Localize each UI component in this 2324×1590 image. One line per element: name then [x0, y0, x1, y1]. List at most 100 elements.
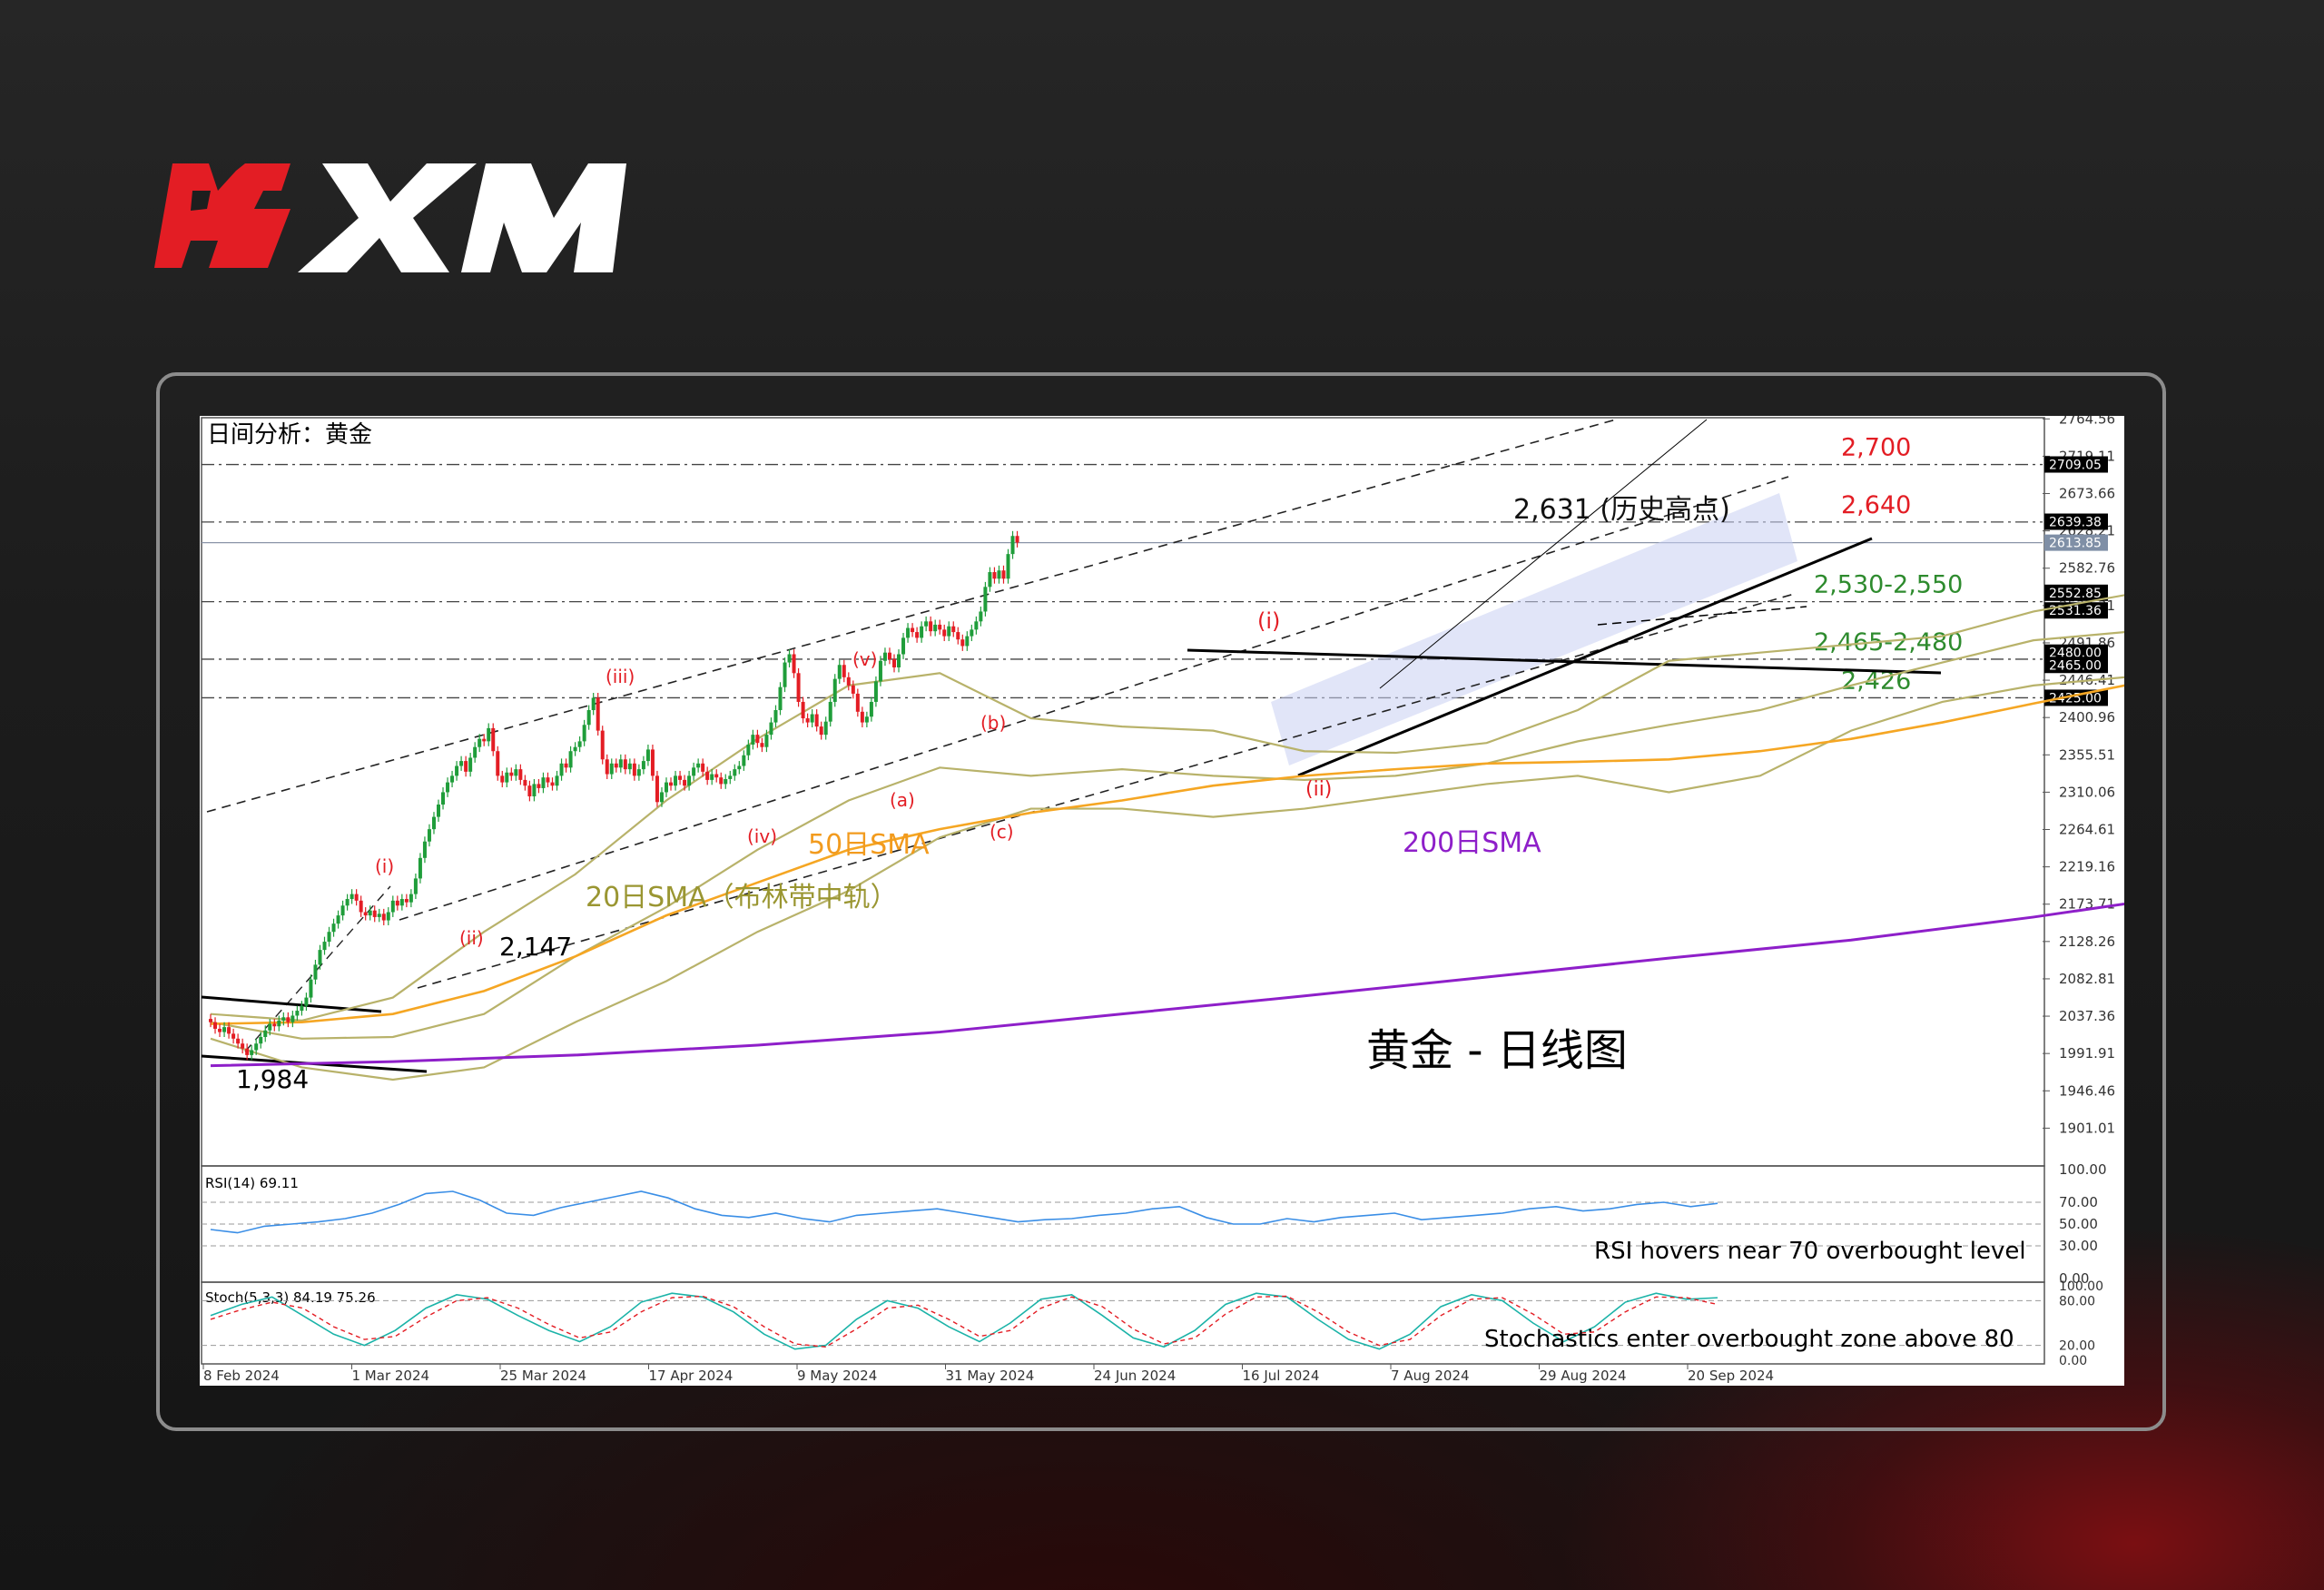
- wave-i-1: (i): [375, 855, 394, 877]
- x-letter: [298, 163, 477, 272]
- candles: [209, 530, 1019, 1061]
- candle-body: [218, 1028, 222, 1032]
- candle-body: [422, 841, 427, 858]
- chart-subtitle: 黄金 - 日线图: [1366, 1025, 1628, 1076]
- candle-body: [627, 763, 632, 770]
- price-tag: [2044, 584, 2108, 601]
- candle-body: [372, 910, 377, 917]
- candle-body: [363, 912, 368, 916]
- y-tick-label: 2219.16: [2059, 859, 2115, 875]
- candle-body: [518, 769, 523, 780]
- price-chart: 2764.562719.112673.662628.212582.762537.…: [201, 416, 2124, 1384]
- stoch-note: Stochastics enter overbought zone above …: [1484, 1326, 2014, 1353]
- stoch-tick: 20.00: [2059, 1339, 2095, 1354]
- candle-body: [783, 662, 787, 687]
- candle-body: [591, 697, 596, 711]
- candle-body: [769, 722, 773, 736]
- x-tick-label: 17 Apr 2024: [649, 1368, 734, 1384]
- candle-body: [873, 681, 878, 702]
- y-tick-label: 2128.26: [2059, 933, 2115, 950]
- candle-body: [696, 763, 701, 768]
- stoch-label: Stoch(5,3,3) 84.19 75.26: [205, 1289, 376, 1306]
- level-lines: 2,7002,6402,530-2,5502,465-2,4802,426270…: [202, 434, 2108, 706]
- channel-band: [1271, 493, 1797, 765]
- candle-body: [988, 572, 992, 588]
- candle-body: [737, 765, 742, 770]
- rsi-note: RSI hovers near 70 overbought level: [1594, 1238, 2026, 1265]
- y-tick-label: 1991.91: [2059, 1045, 2115, 1062]
- candle-body: [455, 765, 459, 776]
- candle-body: [801, 701, 805, 719]
- candle-body: [327, 932, 331, 943]
- rsi-tick: 50.00: [2059, 1216, 2098, 1232]
- candle-body: [920, 626, 924, 638]
- candle-body: [882, 652, 887, 661]
- level-label: 2,465-2,480: [1814, 628, 1963, 657]
- candle-body: [213, 1022, 218, 1029]
- hold-line: [1597, 606, 1807, 626]
- candle-body: [290, 1015, 295, 1022]
- sma50-label: 50日SMA: [808, 829, 930, 861]
- candle-body: [250, 1050, 254, 1055]
- candle-body: [596, 697, 600, 731]
- neck-line: [1187, 648, 1942, 675]
- stoch-tick: 100.00: [2059, 1279, 2103, 1294]
- price-tag-label: 2465.00: [2049, 658, 2102, 673]
- candle-body: [459, 761, 464, 766]
- rsi-tick: 0.00: [2059, 1270, 2089, 1287]
- y-tick-label: 2037.36: [2059, 1008, 2115, 1024]
- candle-body: [632, 763, 636, 776]
- candle-body: [381, 914, 386, 921]
- candle-body: [263, 1030, 268, 1037]
- bb-mid-line: [210, 631, 2124, 1040]
- candle-body: [965, 636, 970, 647]
- low-label: 1,984: [236, 1064, 309, 1094]
- candle-body: [222, 1027, 227, 1032]
- candle-body: [659, 792, 664, 803]
- level-label: 2,530-2,550: [1814, 571, 1963, 599]
- candle-body: [724, 778, 728, 785]
- candle-body: [500, 775, 505, 783]
- candle-body: [805, 718, 810, 723]
- candle-body: [600, 730, 605, 760]
- chart-frame: [156, 372, 2166, 1431]
- candle-body: [487, 727, 491, 742]
- candle-body: [450, 775, 455, 783]
- y-tick-label: 2310.06: [2059, 784, 2115, 800]
- candle-body: [864, 716, 869, 723]
- price-tag: [2044, 534, 2108, 551]
- candle-body: [441, 792, 446, 805]
- rsi-label: RSI(14) 69.11: [205, 1175, 299, 1191]
- candle-body: [846, 676, 851, 686]
- candle-body: [796, 673, 801, 702]
- candle-body: [897, 654, 901, 667]
- candle-body: [331, 923, 336, 933]
- chart-panel: 2764.562719.112673.662628.212582.762537.…: [200, 416, 2124, 1386]
- trend-lines: [201, 419, 1942, 1073]
- candle-body: [951, 626, 956, 633]
- candle-body: [354, 894, 359, 901]
- candle-body: [764, 735, 769, 747]
- candle-body: [509, 772, 514, 776]
- candle-body: [399, 899, 404, 906]
- candle-body: [514, 769, 518, 776]
- candle-body: [760, 743, 764, 747]
- rsi-pane: RSI(14) 69.11 100.00 70.00 50.00 30.00 0.00 RS…: [202, 1161, 2107, 1287]
- candle-body: [473, 746, 478, 758]
- price-tag-label: 2425.00: [2049, 691, 2102, 706]
- candle-body: [537, 784, 541, 788]
- price-tag-label: 2613.85: [2049, 537, 2102, 551]
- candle-body: [714, 774, 719, 778]
- candle-body: [350, 894, 354, 900]
- candle-body: [304, 997, 309, 1006]
- bull-icon: [154, 163, 290, 268]
- candle-body: [277, 1020, 281, 1027]
- price-tag-label: 2639.38: [2049, 516, 2102, 530]
- candle-body: [860, 711, 864, 723]
- candle-body: [778, 686, 783, 711]
- candle-body: [719, 777, 724, 785]
- candle-body: [842, 665, 846, 677]
- candle-body: [1015, 536, 1019, 543]
- x-tick-label: 1 Mar 2024: [352, 1368, 430, 1384]
